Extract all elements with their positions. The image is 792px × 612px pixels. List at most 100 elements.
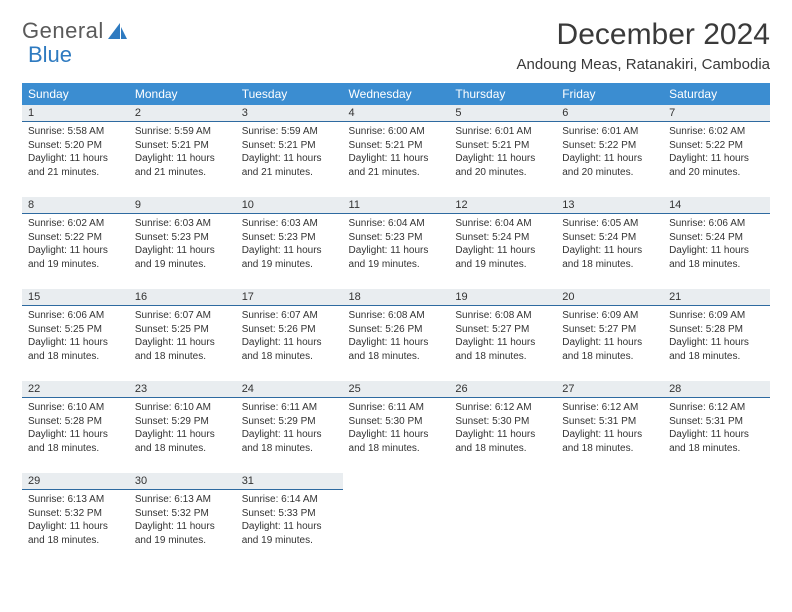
sunrise-text: Sunrise: 6:09 AM	[562, 309, 657, 323]
day-details: Sunrise: 6:02 AMSunset: 5:22 PMDaylight:…	[22, 214, 129, 275]
sunset-text: Sunset: 5:21 PM	[242, 139, 337, 153]
sunrise-text: Sunrise: 6:14 AM	[242, 493, 337, 507]
day-number: 26	[449, 381, 556, 398]
daylight-text: Daylight: 11 hours and 21 minutes.	[242, 152, 337, 179]
sunset-text: Sunset: 5:23 PM	[349, 231, 444, 245]
calendar-row: 15Sunrise: 6:06 AMSunset: 5:25 PMDayligh…	[22, 289, 770, 381]
daylight-text: Daylight: 11 hours and 21 minutes.	[349, 152, 444, 179]
day-number: 22	[22, 381, 129, 398]
sunset-text: Sunset: 5:28 PM	[669, 323, 764, 337]
calendar-cell: 12Sunrise: 6:04 AMSunset: 5:24 PMDayligh…	[449, 197, 556, 289]
daylight-text: Daylight: 11 hours and 18 minutes.	[669, 244, 764, 271]
sunset-text: Sunset: 5:21 PM	[349, 139, 444, 153]
sunrise-text: Sunrise: 6:10 AM	[28, 401, 123, 415]
day-details: Sunrise: 6:03 AMSunset: 5:23 PMDaylight:…	[236, 214, 343, 275]
day-details: Sunrise: 6:07 AMSunset: 5:25 PMDaylight:…	[129, 306, 236, 367]
sunset-text: Sunset: 5:32 PM	[135, 507, 230, 521]
weekday-header: Saturday	[663, 83, 770, 105]
sunset-text: Sunset: 5:22 PM	[28, 231, 123, 245]
calendar-cell: .	[556, 473, 663, 565]
day-details: Sunrise: 6:01 AMSunset: 5:21 PMDaylight:…	[449, 122, 556, 183]
calendar-cell: 2Sunrise: 5:59 AMSunset: 5:21 PMDaylight…	[129, 105, 236, 197]
daylight-text: Daylight: 11 hours and 20 minutes.	[455, 152, 550, 179]
day-details: Sunrise: 6:10 AMSunset: 5:29 PMDaylight:…	[129, 398, 236, 459]
day-details: Sunrise: 6:02 AMSunset: 5:22 PMDaylight:…	[663, 122, 770, 183]
day-number: 1	[22, 105, 129, 122]
day-number: 9	[129, 197, 236, 214]
daylight-text: Daylight: 11 hours and 20 minutes.	[562, 152, 657, 179]
calendar-cell: 13Sunrise: 6:05 AMSunset: 5:24 PMDayligh…	[556, 197, 663, 289]
sunset-text: Sunset: 5:32 PM	[28, 507, 123, 521]
sunrise-text: Sunrise: 6:04 AM	[455, 217, 550, 231]
sunrise-text: Sunrise: 5:58 AM	[28, 125, 123, 139]
day-details: Sunrise: 5:59 AMSunset: 5:21 PMDaylight:…	[129, 122, 236, 183]
calendar-cell: 11Sunrise: 6:04 AMSunset: 5:23 PMDayligh…	[343, 197, 450, 289]
sunset-text: Sunset: 5:30 PM	[455, 415, 550, 429]
sunrise-text: Sunrise: 6:12 AM	[669, 401, 764, 415]
day-number: 8	[22, 197, 129, 214]
sunrise-text: Sunrise: 6:01 AM	[455, 125, 550, 139]
calendar-cell: .	[449, 473, 556, 565]
day-number: 29	[22, 473, 129, 490]
day-details: Sunrise: 6:12 AMSunset: 5:31 PMDaylight:…	[663, 398, 770, 459]
sunset-text: Sunset: 5:20 PM	[28, 139, 123, 153]
day-details: Sunrise: 6:14 AMSunset: 5:33 PMDaylight:…	[236, 490, 343, 551]
calendar-cell: 19Sunrise: 6:08 AMSunset: 5:27 PMDayligh…	[449, 289, 556, 381]
sunrise-text: Sunrise: 6:12 AM	[455, 401, 550, 415]
sunset-text: Sunset: 5:29 PM	[242, 415, 337, 429]
brand-part2: Blue	[28, 42, 72, 68]
day-details: Sunrise: 6:06 AMSunset: 5:25 PMDaylight:…	[22, 306, 129, 367]
sunrise-text: Sunrise: 6:08 AM	[349, 309, 444, 323]
sunrise-text: Sunrise: 6:09 AM	[669, 309, 764, 323]
daylight-text: Daylight: 11 hours and 19 minutes.	[135, 244, 230, 271]
sunrise-text: Sunrise: 6:13 AM	[135, 493, 230, 507]
daylight-text: Daylight: 11 hours and 18 minutes.	[455, 428, 550, 455]
day-number: 17	[236, 289, 343, 306]
calendar-cell: 24Sunrise: 6:11 AMSunset: 5:29 PMDayligh…	[236, 381, 343, 473]
day-details: Sunrise: 6:06 AMSunset: 5:24 PMDaylight:…	[663, 214, 770, 275]
calendar-row: 8Sunrise: 6:02 AMSunset: 5:22 PMDaylight…	[22, 197, 770, 289]
daylight-text: Daylight: 11 hours and 18 minutes.	[669, 336, 764, 363]
sunrise-text: Sunrise: 6:13 AM	[28, 493, 123, 507]
calendar-cell: 5Sunrise: 6:01 AMSunset: 5:21 PMDaylight…	[449, 105, 556, 197]
day-number: 13	[556, 197, 663, 214]
day-number: 15	[22, 289, 129, 306]
sunrise-text: Sunrise: 6:10 AM	[135, 401, 230, 415]
daylight-text: Daylight: 11 hours and 19 minutes.	[242, 520, 337, 547]
sunrise-text: Sunrise: 6:07 AM	[135, 309, 230, 323]
sunrise-text: Sunrise: 6:04 AM	[349, 217, 444, 231]
day-number: 27	[556, 381, 663, 398]
sail-icon	[106, 21, 128, 41]
day-number: 18	[343, 289, 450, 306]
day-number: 14	[663, 197, 770, 214]
sunset-text: Sunset: 5:22 PM	[562, 139, 657, 153]
weekday-header-row: Sunday Monday Tuesday Wednesday Thursday…	[22, 83, 770, 105]
sunset-text: Sunset: 5:24 PM	[669, 231, 764, 245]
day-number: 12	[449, 197, 556, 214]
calendar-cell: 30Sunrise: 6:13 AMSunset: 5:32 PMDayligh…	[129, 473, 236, 565]
calendar-cell: 17Sunrise: 6:07 AMSunset: 5:26 PMDayligh…	[236, 289, 343, 381]
day-number: 5	[449, 105, 556, 122]
calendar-cell: 21Sunrise: 6:09 AMSunset: 5:28 PMDayligh…	[663, 289, 770, 381]
calendar-cell: 1Sunrise: 5:58 AMSunset: 5:20 PMDaylight…	[22, 105, 129, 197]
calendar-row: 1 Sunrise: 5:58 AMSunset: 5:20 PM Daylight…	[22, 105, 770, 197]
daylight-text: Daylight: 11 hours and 18 minutes.	[242, 428, 337, 455]
header: General December 2024 Andoung Meas, Rata…	[22, 18, 770, 79]
day-details: Sunrise: 6:04 AMSunset: 5:24 PMDaylight:…	[449, 214, 556, 275]
calendar-table: Sunday Monday Tuesday Wednesday Thursday…	[22, 83, 770, 565]
calendar-cell: 16Sunrise: 6:07 AMSunset: 5:25 PMDayligh…	[129, 289, 236, 381]
sunrise-text: Sunrise: 6:02 AM	[669, 125, 764, 139]
day-number: 25	[343, 381, 450, 398]
day-number: 10	[236, 197, 343, 214]
sunrise-text: Sunrise: 6:07 AM	[242, 309, 337, 323]
day-number: 19	[449, 289, 556, 306]
weekday-header: Monday	[129, 83, 236, 105]
calendar-cell: 6Sunrise: 6:01 AMSunset: 5:22 PMDaylight…	[556, 105, 663, 197]
weekday-header: Friday	[556, 83, 663, 105]
sunset-text: Sunset: 5:23 PM	[242, 231, 337, 245]
sunrise-text: Sunrise: 6:05 AM	[562, 217, 657, 231]
day-details: Sunrise: 6:00 AMSunset: 5:21 PMDaylight:…	[343, 122, 450, 183]
sunrise-text: Sunrise: 5:59 AM	[242, 125, 337, 139]
day-details: Sunrise: 6:11 AMSunset: 5:30 PMDaylight:…	[343, 398, 450, 459]
calendar-cell: 4Sunrise: 6:00 AMSunset: 5:21 PMDaylight…	[343, 105, 450, 197]
